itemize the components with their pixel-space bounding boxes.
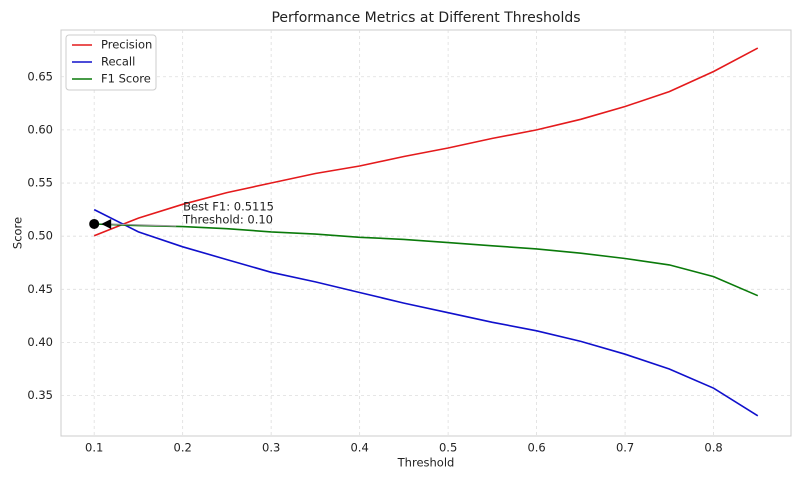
x-tick-label: 0.4 bbox=[350, 441, 368, 455]
x-tick-label: 0.7 bbox=[616, 441, 634, 455]
legend-label: Precision bbox=[101, 38, 152, 52]
y-axis-label: Score bbox=[11, 217, 25, 249]
x-tick-label: 0.2 bbox=[174, 441, 192, 455]
annotation-text: Best F1: 0.5115 bbox=[183, 199, 274, 213]
line-series bbox=[93, 47, 759, 237]
y-tick-label: 0.60 bbox=[27, 122, 53, 136]
chart-title: Performance Metrics at Different Thresho… bbox=[271, 10, 580, 26]
x-axis-label: Threshold bbox=[397, 456, 455, 470]
y-tick-label: 0.40 bbox=[27, 335, 53, 349]
annotation-text: Threshold: 0.10 bbox=[182, 212, 273, 226]
x-tick-label: 0.6 bbox=[527, 441, 545, 455]
best-point bbox=[89, 218, 100, 229]
y-tick-label: 0.55 bbox=[27, 176, 53, 190]
line-series bbox=[93, 208, 759, 417]
y-tick-label: 0.35 bbox=[27, 388, 53, 402]
y-tick-label: 0.50 bbox=[27, 229, 53, 243]
line-series bbox=[94, 223, 759, 297]
x-tick-label: 0.5 bbox=[439, 441, 457, 455]
x-tick-label: 0.8 bbox=[704, 441, 722, 455]
x-tick-label: 0.3 bbox=[262, 441, 280, 455]
legend: Precision Recall F1 Score bbox=[65, 34, 157, 91]
x-tick-label: 0.1 bbox=[85, 441, 103, 455]
legend-label: Recall bbox=[101, 55, 135, 69]
y-tick-label: 0.65 bbox=[27, 69, 53, 83]
legend-box bbox=[65, 34, 157, 91]
arrow-head bbox=[101, 218, 112, 229]
legend-label: F1 Score bbox=[101, 72, 151, 86]
annotation-arrow bbox=[108, 223, 177, 227]
y-tick-label: 0.45 bbox=[27, 282, 53, 296]
